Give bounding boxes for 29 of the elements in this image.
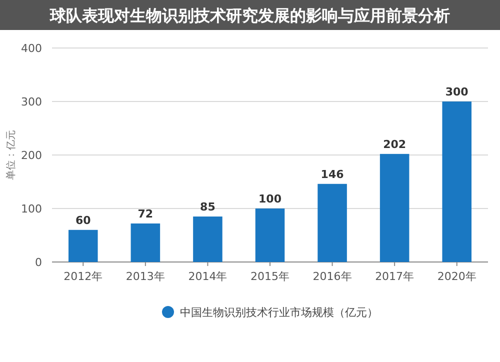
data-label: 72 <box>138 207 154 220</box>
data-label: 60 <box>75 214 92 227</box>
data-label: 202 <box>383 138 406 151</box>
y-axis-title: 单位：亿元 <box>5 130 17 180</box>
y-tick-label: 100 <box>21 202 42 216</box>
chart-title: 球队表现对生物识别技术研究发展的影响与应用前景分析 <box>49 6 450 25</box>
data-label: 100 <box>258 192 282 206</box>
x-tick-label: 2015年 <box>250 270 290 283</box>
bar <box>68 230 98 262</box>
x-tick-label: 2013年 <box>126 270 165 283</box>
x-tick-label: 2017年 <box>375 270 414 283</box>
data-label: 146 <box>320 168 344 181</box>
y-tick-label: 400 <box>21 42 42 55</box>
y-tick-label: 300 <box>21 96 42 108</box>
x-tick-label: 2016年 <box>312 270 352 283</box>
legend-label: 中国生物识别技术行业市场规模（亿元） <box>180 306 378 319</box>
bar <box>442 102 472 262</box>
data-label: 85 <box>200 200 216 214</box>
bar <box>380 154 410 262</box>
x-tick-label: 2020年 <box>437 270 476 283</box>
x-tick-label: 2014年 <box>188 270 228 283</box>
bar <box>130 223 160 262</box>
y-tick-label: 0 <box>35 256 42 269</box>
bar <box>318 184 347 262</box>
bar <box>255 208 285 262</box>
x-tick-label: 2012年 <box>64 270 103 283</box>
bar <box>193 216 222 262</box>
data-label: 300 <box>445 86 469 98</box>
y-tick-label: 200 <box>21 149 42 162</box>
